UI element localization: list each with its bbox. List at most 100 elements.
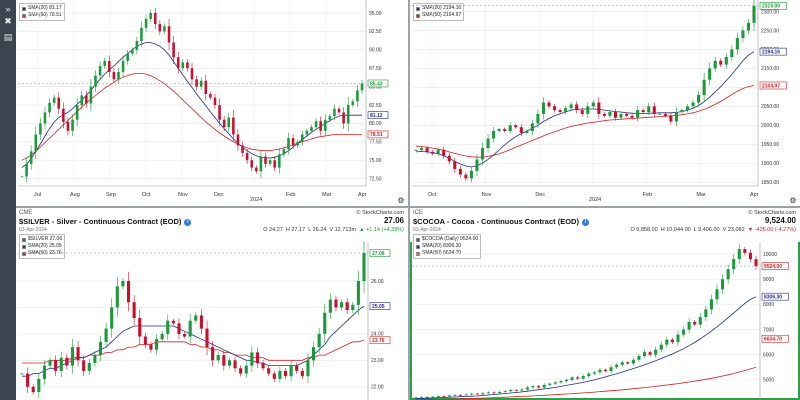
price-tag-label: 78.51: [370, 132, 383, 138]
candle-body: [250, 160, 254, 168]
candle-body: [346, 105, 350, 124]
candle-body: [746, 22, 750, 31]
candle-body: [715, 289, 719, 300]
candle-body: [267, 368, 271, 374]
candle-body: [425, 396, 429, 398]
price-tag: [369, 249, 391, 257]
price-chart-gold[interactable]: 2300.002250.002200.002150.002100.002050.…: [410, 0, 800, 206]
candle-body: [233, 360, 237, 369]
close-icon[interactable]: ✖: [4, 16, 12, 26]
candle-body: [57, 97, 61, 109]
candle-body: [613, 112, 618, 118]
price-tick-label: 2050.00: [761, 104, 779, 110]
candle-body: [637, 355, 641, 360]
candle-body: [70, 347, 75, 366]
candle-body: [300, 370, 304, 377]
panel-icon[interactable]: ▤: [3, 32, 13, 42]
candle-body: [218, 105, 221, 120]
month-label: Oct: [428, 192, 437, 198]
candle-body: [619, 113, 623, 118]
month-label: Mar: [322, 192, 332, 198]
price-tick-label: 7000: [763, 327, 774, 333]
candle-body: [291, 138, 295, 146]
price-tick-label: 72.50: [369, 176, 382, 182]
candle-body: [135, 41, 139, 50]
sma50-line: [415, 366, 757, 400]
candle-body: [163, 26, 166, 32]
candle-body: [144, 18, 148, 28]
candle-body: [255, 352, 260, 363]
month-label: Dec: [535, 192, 545, 198]
price-tag-label: 9524.00: [764, 264, 782, 270]
price-chart-crude[interactable]: 95.00 92.50 90.00 87.50 85.00 82.50 80.00 77.50…: [16, 0, 408, 206]
panel-divider-horizontal[interactable]: [16, 206, 800, 208]
price-tag: [369, 302, 391, 310]
chart-panel-bottom-left[interactable]: CME © StockCharts.com $SILVER - Silver -…: [16, 208, 408, 400]
price-tag: [367, 111, 389, 119]
candle-body: [713, 60, 717, 69]
double-chevron-icon[interactable]: »: [5, 4, 11, 14]
candle-body: [564, 379, 569, 382]
candle-body: [743, 249, 747, 253]
candle-body: [172, 42, 175, 58]
candle-body: [98, 66, 102, 76]
candle-body: [674, 112, 678, 122]
candle-body: [519, 127, 523, 133]
candle-body: [748, 252, 752, 260]
price-tick-label: 22.00: [371, 385, 384, 391]
candle-body: [754, 259, 758, 267]
candle-body: [244, 365, 248, 374]
candle-body: [469, 170, 473, 179]
price-tag: [759, 1, 787, 10]
price-tag-label: 23.76: [372, 338, 385, 344]
month-label: Nov: [178, 192, 188, 198]
candle-body: [323, 312, 327, 334]
candle-body: [459, 394, 463, 396]
chart-title: $COCOA - Cocoa - Continuous Contract (EO…: [413, 217, 589, 226]
price-tick-label: 92.50: [369, 29, 382, 35]
chart-panel-top-right[interactable]: SMA(20) 2194.16 SMA(50) 2104.97 2300.00 2…: [410, 0, 800, 206]
info-icon[interactable]: i: [581, 219, 589, 226]
candle-body: [480, 148, 485, 160]
candle-body: [65, 357, 69, 366]
candle-body: [153, 13, 157, 25]
candle-body: [176, 57, 180, 69]
panel-divider-vertical[interactable]: [408, 0, 410, 400]
price-tag: [759, 47, 787, 56]
candle-body: [615, 364, 619, 368]
candle-body: [76, 347, 80, 361]
price-chart-cocoa[interactable]: 10000 9000 8000 7000 6000 5000 9524.00 8306.30 6…: [410, 208, 800, 400]
candle-body: [306, 360, 310, 377]
brand-label: © StockCharts.com: [356, 210, 404, 216]
candle-body: [25, 163, 28, 177]
candle-body: [431, 396, 435, 398]
chart-panel-bottom-right[interactable]: ICE © StockCharts.com $COCOA - Cocoa - C…: [410, 208, 800, 400]
price-tick-label: 2000.00: [761, 123, 779, 129]
candle-body: [130, 49, 134, 54]
candle-body: [42, 365, 46, 379]
gear-icon[interactable]: ⚙: [789, 196, 797, 205]
candle-body: [647, 106, 651, 113]
chart-panel-top-left[interactable]: SMA(20) 81.17 SMA(50) 78.51 95.00 92.50 90…: [16, 0, 408, 206]
info-icon[interactable]: i: [184, 219, 192, 226]
candle-body: [658, 113, 662, 115]
candle-body: [112, 71, 116, 80]
month-label: Apr: [750, 192, 759, 198]
last-price: 9,524.00: [764, 216, 796, 225]
candle-body: [287, 138, 290, 150]
candle-body: [108, 60, 111, 72]
gear-icon[interactable]: ⚙: [397, 196, 405, 205]
month-label: Sep: [106, 192, 116, 198]
sma20-line: [21, 42, 362, 168]
month-label: Feb: [643, 192, 652, 198]
chart-legend: SMA(20) 2194.16 SMA(50) 2104.97: [413, 3, 465, 21]
candle-body: [576, 377, 580, 379]
candle-body: [149, 344, 153, 350]
candle-body: [531, 386, 535, 388]
candle-body: [548, 383, 552, 385]
candle-body: [121, 281, 125, 287]
price-tick-label: 9000: [763, 277, 774, 283]
candle-body: [498, 391, 502, 393]
candle-body: [211, 347, 215, 361]
